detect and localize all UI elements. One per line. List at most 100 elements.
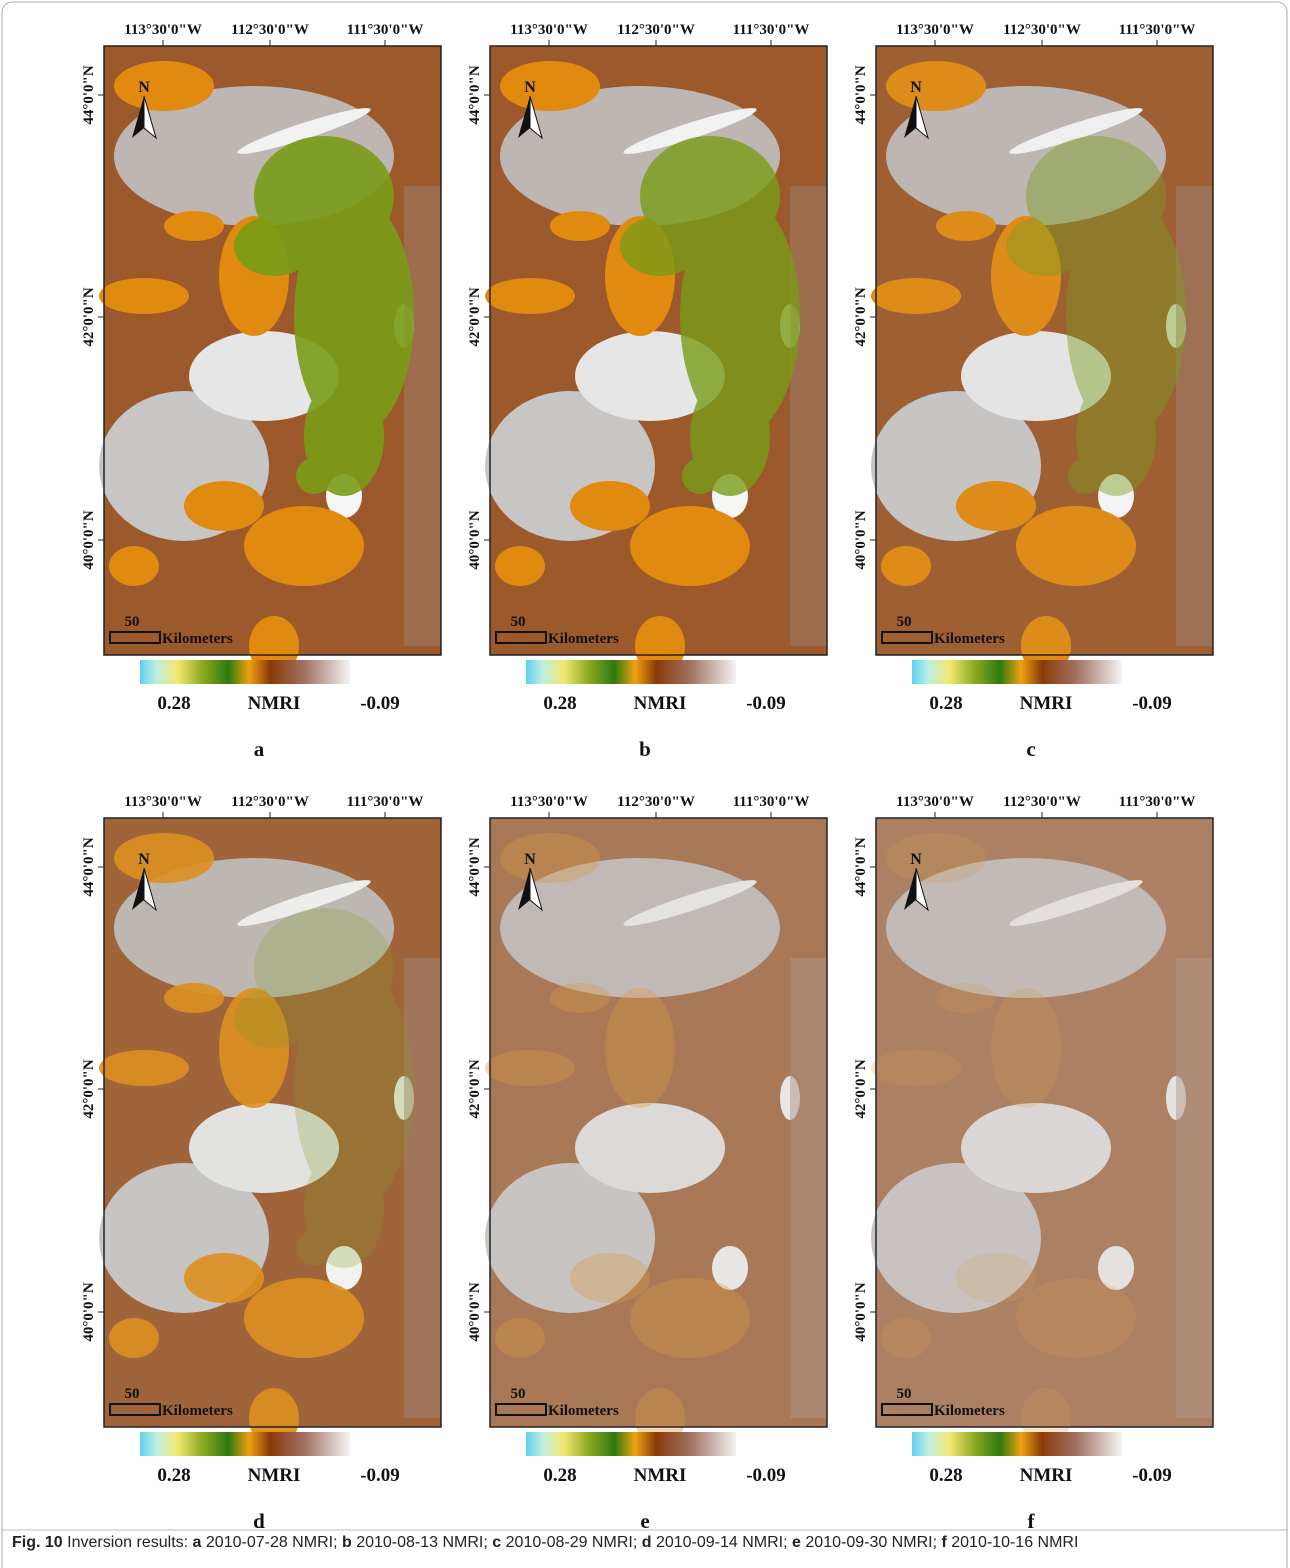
north-arrow: [143, 95, 157, 140]
caption-item-text: 2010-09-14 NMRI;: [655, 1534, 788, 1551]
north-label: N: [138, 851, 150, 868]
scale-value: 50: [897, 1386, 912, 1402]
terrain: [871, 61, 1136, 676]
north-label: N: [524, 851, 536, 868]
caption-item-letter: d: [641, 1534, 652, 1551]
legend-title: NMRI: [248, 693, 301, 714]
terrain: [99, 1050, 189, 1086]
legend-max: 0.28: [543, 693, 576, 714]
legend-title: NMRI: [634, 1465, 687, 1486]
terrain: [936, 983, 996, 1013]
legend-min: -0.09: [1132, 693, 1172, 714]
map-panel: 113°30'0"W 112°30'0"W 111°30'0"W 44°0'0"N 42…: [467, 794, 828, 1533]
panel-letter: e: [640, 1509, 649, 1533]
scale-bar: [881, 1403, 933, 1416]
caption-label: Fig. 10: [12, 1534, 63, 1551]
legend-title: NMRI: [248, 1465, 301, 1486]
terrain: [184, 481, 264, 531]
terrain: [1016, 1278, 1136, 1358]
terrain: [881, 1318, 931, 1358]
terrain: [790, 186, 827, 646]
terrain: [871, 278, 961, 314]
lat-label: 40°0'0"N: [467, 1282, 483, 1341]
caption: Fig. 10 Inversion results: a 2010-07-28 …: [12, 1534, 1278, 1552]
lat-label: 40°0'0"N: [467, 510, 483, 569]
terrain: [712, 1246, 748, 1290]
terrain: [184, 1253, 264, 1303]
legend-title: NMRI: [634, 693, 687, 714]
panel-letter: b: [639, 737, 651, 761]
scale-bar: [109, 631, 161, 644]
north-arrow: [915, 95, 929, 140]
caption-item-text: 2010-08-13 NMRI;: [356, 1534, 488, 1551]
north-arrow: [132, 868, 144, 910]
terrain: [680, 196, 800, 436]
panel-letter: f: [1028, 1509, 1036, 1533]
terrain: [876, 46, 1213, 655]
terrain: [500, 61, 600, 111]
scale-unit: Kilometers: [934, 1403, 1005, 1419]
terrain: [244, 1278, 364, 1358]
map-border: [489, 817, 828, 1428]
terrain: [1098, 474, 1134, 518]
legend-bar: [526, 1432, 736, 1456]
terrain: [294, 968, 414, 1208]
terrain: [404, 958, 441, 1418]
terrain: [620, 216, 700, 276]
terrain: [871, 1163, 1041, 1313]
legend-bar: [526, 660, 736, 684]
terrain: [109, 546, 159, 586]
terrain: [620, 136, 800, 496]
scale-value: 50: [125, 1386, 140, 1402]
caption-item-letter: b: [341, 1534, 352, 1551]
terrain: [1006, 136, 1186, 496]
terrain: [234, 988, 314, 1048]
map-panel: 113°30'0"W 112°30'0"W 111°30'0"W 44°0'0"N 42…: [81, 794, 442, 1533]
terrain: [1068, 458, 1104, 494]
lat-label: 42°0'0"N: [853, 1059, 869, 1118]
north-arrow: [529, 867, 543, 912]
terrain: [1009, 880, 1143, 926]
legend-bar: [140, 1432, 350, 1456]
terrain: [630, 506, 750, 586]
north-arrow: [904, 96, 916, 138]
scale-value: 50: [897, 614, 912, 630]
terrain: [189, 1103, 339, 1193]
terrain: [956, 481, 1036, 531]
lat-label: 42°0'0"N: [81, 287, 97, 346]
caption-item-text: 2010-08-29 NMRI;: [505, 1534, 638, 1551]
terrain: [304, 1148, 384, 1268]
lon-label: 111°30'0"W: [1119, 22, 1196, 38]
terrain: [605, 988, 675, 1108]
terrain: [991, 216, 1061, 336]
terrain: [164, 211, 224, 241]
scale-unit: Kilometers: [548, 1403, 619, 1419]
terrain: [485, 278, 575, 314]
terrain: [254, 908, 394, 1028]
north-arrow: [915, 867, 929, 912]
terrain: [1006, 216, 1086, 276]
lon-label: 112°30'0"W: [1003, 794, 1081, 810]
terrain: [1066, 196, 1186, 436]
terrain: [886, 833, 986, 883]
terrain: [1176, 958, 1213, 1418]
terrain: [575, 1103, 725, 1193]
terrain: [99, 278, 189, 314]
legend-max: 0.28: [157, 1465, 190, 1486]
lon-label: 113°30'0"W: [124, 794, 202, 810]
lon-label: 112°30'0"W: [617, 22, 695, 38]
legend-min: -0.09: [1132, 1465, 1172, 1486]
terrain: [1076, 376, 1156, 496]
terrain: [886, 61, 986, 111]
terrain: [1176, 186, 1213, 646]
lat-label: 40°0'0"N: [81, 1282, 97, 1341]
legend-max: 0.28: [929, 1465, 962, 1486]
terrain: [500, 833, 600, 883]
legend-max: 0.28: [929, 693, 962, 714]
terrain: [114, 61, 214, 111]
scale-value: 50: [511, 1386, 526, 1402]
terrain: [296, 458, 332, 494]
terrain: [956, 1253, 1036, 1303]
